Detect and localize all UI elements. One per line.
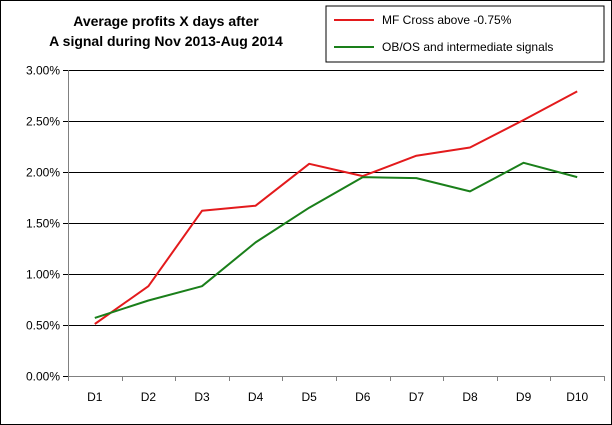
x-tick-label: D10 [566, 390, 588, 404]
x-axis-ticks: D1 D2 D3 D4 D5 D6 D7 D8 D9 D10 [68, 376, 605, 404]
legend-label-series-1: MF Cross above -0.75% [382, 13, 512, 27]
y-tick-label: 2.50% [26, 115, 60, 129]
series-line-2 [94, 161, 578, 319]
legend-label-series-2: OB/OS and intermediate signals [382, 40, 553, 54]
x-tick-label: D4 [248, 390, 264, 404]
x-tick-label: D5 [302, 390, 318, 404]
series-lines [94, 90, 578, 325]
legend-box [325, 5, 605, 63]
x-tick-label: D7 [409, 390, 425, 404]
y-tick-label: 1.50% [26, 217, 60, 231]
y-tick-label: 2.00% [26, 166, 60, 180]
x-tick-label: D9 [516, 390, 532, 404]
chart-title-line-2: A signal during Nov 2013-Aug 2014 [49, 33, 283, 49]
y-tick-label: 1.00% [26, 268, 60, 282]
y-axis-ticks: 0.00% 0.50% 1.00% 1.50% 2.00% 2.50% 3.00% [26, 64, 68, 384]
x-tick-label: D6 [355, 390, 371, 404]
legend: MF Cross above -0.75% OB/OS and intermed… [325, 5, 605, 63]
x-tick-label: D2 [141, 390, 157, 404]
y-tick-label: 0.00% [26, 370, 60, 384]
chart-title-line-1: Average profits X days after [73, 13, 259, 29]
x-tick-label: D8 [462, 390, 478, 404]
y-tick-label: 0.50% [26, 319, 60, 333]
series-line-1 [94, 90, 578, 325]
x-tick-label: D1 [87, 390, 103, 404]
x-tick-label: D3 [194, 390, 210, 404]
y-tick-label: 3.00% [26, 64, 60, 78]
